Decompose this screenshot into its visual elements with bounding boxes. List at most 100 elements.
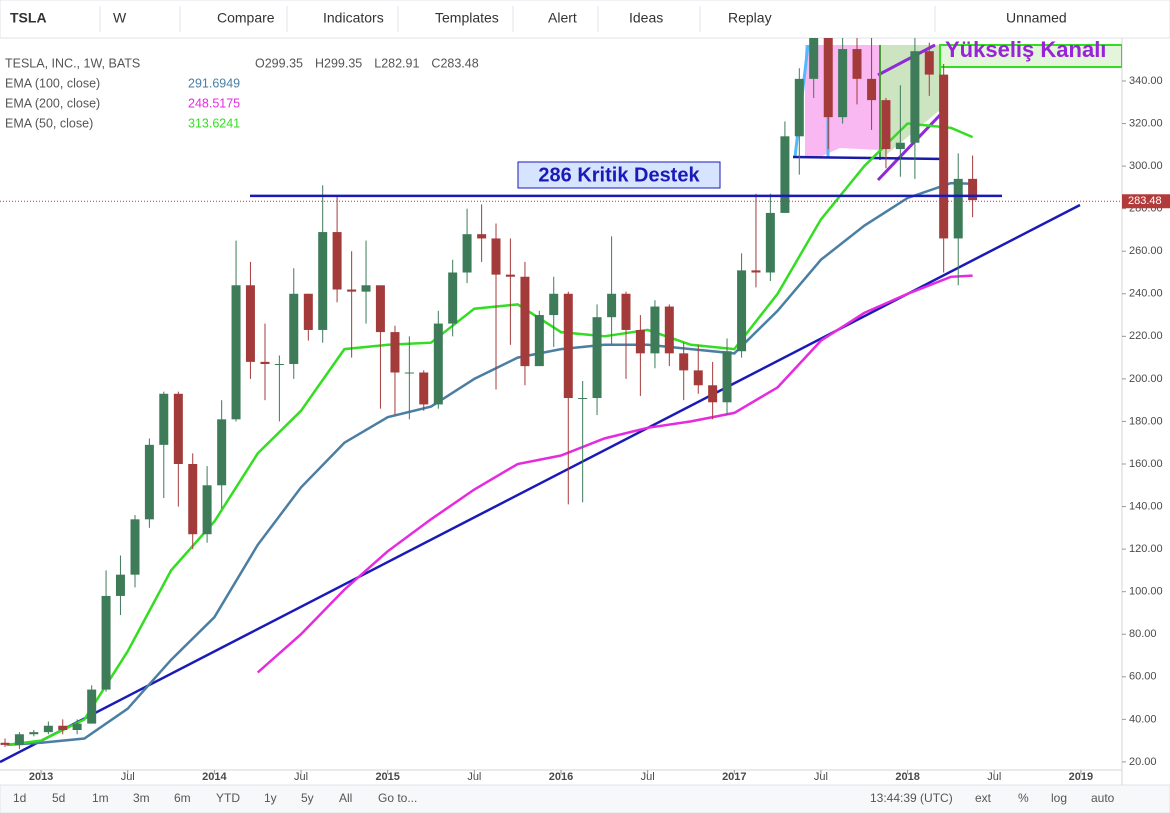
symbol[interactable]: TSLA: [10, 10, 47, 26]
toolbar-button[interactable]: Ideas: [629, 10, 663, 26]
layout-name[interactable]: Unnamed: [1006, 10, 1067, 26]
x-tick-label: 2015: [375, 771, 399, 783]
candle-body: [202, 485, 212, 535]
candle-body: [231, 285, 241, 420]
toolbar-button[interactable]: Templates: [435, 10, 499, 26]
range-button[interactable]: 1m: [92, 791, 109, 805]
candle-body: [29, 732, 39, 735]
candle-body: [14, 734, 24, 745]
candle-body: [130, 519, 140, 575]
clock: 13:44:39 (UTC): [870, 791, 953, 805]
candle-body: [534, 315, 544, 367]
candle-body: [491, 238, 501, 275]
y-tick-label: 60.00: [1129, 671, 1157, 683]
drawings: Yükseliş Kanalı: [0, 37, 1122, 764]
ohlc-value: 283.48: [440, 56, 478, 70]
candle-body: [318, 232, 328, 330]
y-tick-label: 320.00: [1129, 117, 1163, 129]
candle-body: [260, 361, 270, 364]
candle-body: [910, 51, 920, 143]
candle-body: [852, 49, 862, 79]
candle-body: [58, 725, 68, 730]
y-tick-label: 100.00: [1129, 586, 1163, 598]
candle-body: [549, 293, 559, 316]
range-button[interactable]: 5y: [301, 791, 314, 805]
candle-body: [809, 38, 819, 79]
ohlc-key: H: [315, 56, 324, 70]
level-label: 286 Kritik Destek: [538, 164, 700, 186]
candle-body: [448, 272, 458, 324]
candle-body: [635, 329, 645, 354]
candle-body: [780, 136, 790, 213]
candle-body: [895, 142, 905, 150]
legend-name: EMA (100, close): [5, 76, 100, 90]
range-button[interactable]: 1d: [13, 791, 26, 805]
x-tick-label: Jul: [987, 771, 1001, 783]
ohlc-value: 282.91: [381, 56, 419, 70]
toolbar-button[interactable]: Replay: [728, 10, 772, 26]
candle-body: [505, 274, 515, 277]
range-button[interactable]: YTD: [216, 791, 240, 805]
y-tick-label: 340.00: [1129, 75, 1163, 87]
legend-name: EMA (200, close): [5, 96, 100, 110]
candle-body: [115, 574, 125, 596]
x-tick-label: 2014: [202, 771, 227, 783]
x-tick-label: 2017: [722, 771, 746, 783]
candle-body: [375, 285, 385, 333]
scale-option[interactable]: ext: [975, 791, 992, 805]
legend-title: TESLA, INC., 1W, BATS: [5, 56, 140, 70]
candle-body: [650, 306, 660, 354]
ohlc-key: O: [255, 56, 265, 70]
candle-body: [838, 49, 848, 118]
range-button[interactable]: All: [339, 791, 352, 805]
scale-option[interactable]: auto: [1091, 791, 1115, 805]
scale-option[interactable]: %: [1018, 791, 1029, 805]
range-button[interactable]: 1y: [264, 791, 277, 805]
ema-line: [256, 274, 973, 674]
candle-body: [520, 276, 530, 367]
candle-body: [924, 51, 934, 75]
range-button[interactable]: 6m: [174, 791, 191, 805]
candle-body: [477, 234, 487, 239]
candle-body: [867, 78, 877, 101]
last-price-tag: [1122, 194, 1170, 209]
y-tick-label: 160.00: [1129, 458, 1163, 470]
candle-body: [289, 293, 299, 364]
annotation-text: Yükseliş Kanalı: [945, 37, 1106, 62]
toolbar-button[interactable]: Indicators: [323, 10, 384, 26]
range-button[interactable]: 5d: [52, 791, 65, 805]
candle-body: [245, 285, 255, 362]
candle-body: [708, 385, 718, 403]
y-tick-label: 300.00: [1129, 160, 1163, 172]
scale-option[interactable]: log: [1051, 791, 1067, 805]
candle-body: [563, 293, 573, 399]
candle-body: [939, 74, 949, 239]
legend-value: 313.6241: [188, 116, 240, 130]
goto-button[interactable]: Go to...: [378, 791, 417, 805]
toolbar-button[interactable]: Alert: [548, 10, 577, 26]
candle-body: [303, 293, 313, 330]
x-tick-label: 2013: [29, 771, 53, 783]
toolbar-button[interactable]: Compare: [217, 10, 275, 26]
last-price-label: 283.48: [1128, 195, 1162, 207]
interval[interactable]: W: [113, 10, 127, 26]
candle-body: [462, 234, 472, 273]
candle-body: [751, 270, 761, 273]
candle-body: [621, 293, 631, 330]
candle-body: [592, 317, 602, 399]
candle-body: [87, 689, 97, 724]
range-button[interactable]: 3m: [133, 791, 150, 805]
ohlc-value: 299.35: [265, 56, 303, 70]
candle-body: [722, 351, 732, 403]
level-label-box: [517, 161, 721, 189]
candle-body: [953, 178, 963, 239]
candle-body: [217, 419, 227, 486]
x-tick-label: Jul: [121, 771, 135, 783]
y-tick-label: 240.00: [1129, 288, 1163, 300]
y-tick-label: 40.00: [1129, 713, 1157, 725]
candle-body: [173, 393, 183, 465]
x-tick-label: Jul: [814, 771, 828, 783]
y-tick-label: 200.00: [1129, 373, 1163, 385]
candle-body: [664, 306, 674, 354]
